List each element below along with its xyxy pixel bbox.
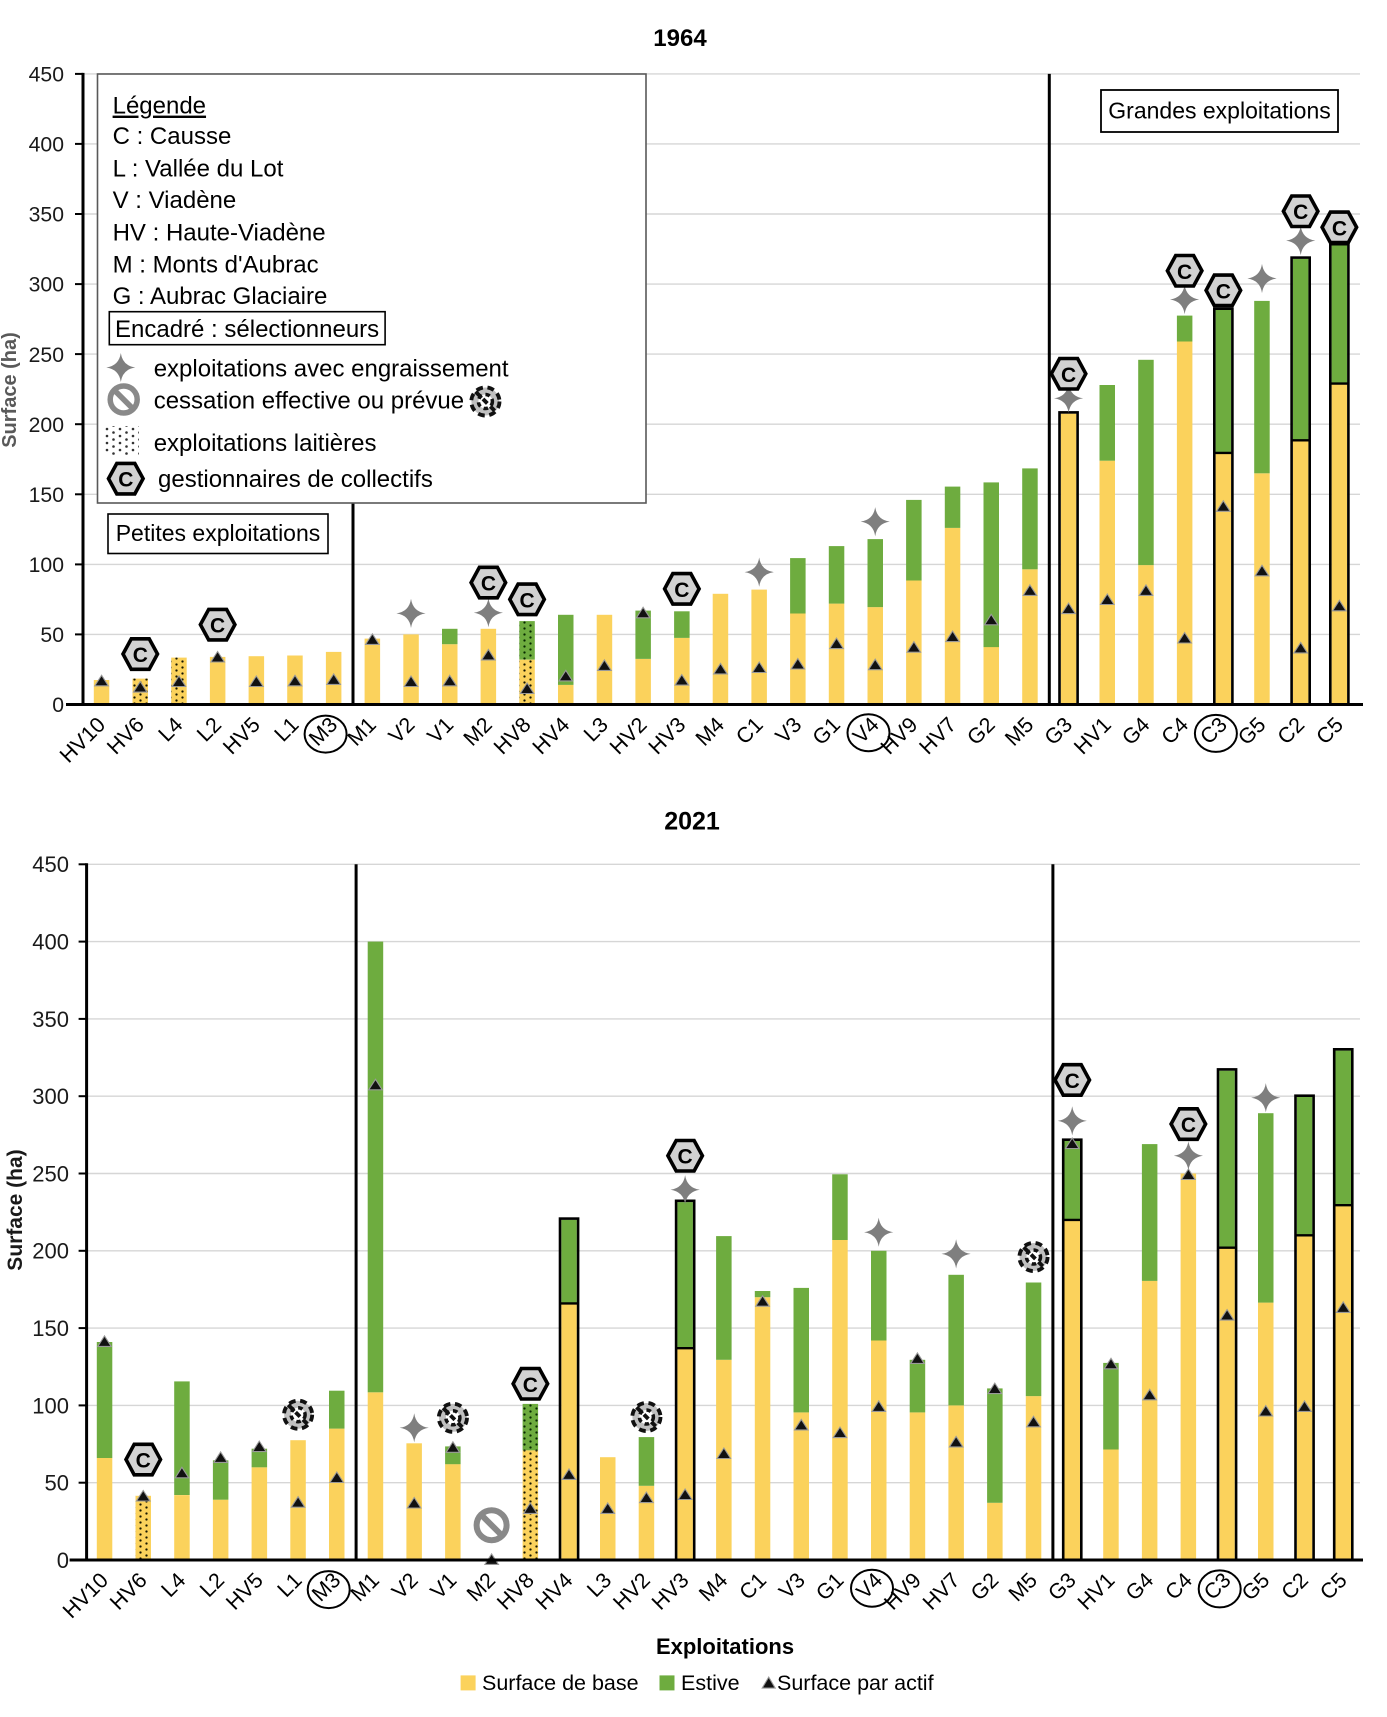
svg-text:C: C	[520, 589, 535, 612]
svg-text:350: 350	[29, 204, 64, 227]
svg-text:Surface (ha): Surface (ha)	[0, 332, 21, 448]
svg-text:Petites exploitations: Petites exploitations	[116, 520, 321, 546]
svg-text:C: C	[133, 644, 148, 667]
svg-text:M : Monts d'Aubrac: M : Monts d'Aubrac	[113, 252, 319, 279]
svg-text:C: C	[1181, 1114, 1196, 1137]
svg-text:Estive: Estive	[681, 1671, 740, 1695]
svg-text:C: C	[210, 615, 225, 638]
svg-text:0: 0	[57, 1548, 69, 1573]
svg-text:C: C	[481, 573, 496, 596]
svg-text:350: 350	[32, 1007, 69, 1032]
svg-text:exploitations avec engraisseme: exploitations avec engraissement	[154, 356, 509, 383]
svg-text:C: C	[1065, 1070, 1080, 1093]
svg-text:C: C	[1216, 280, 1231, 303]
svg-text:C: C	[1293, 201, 1308, 224]
svg-text:gestionnaires de collectifs: gestionnaires de collectifs	[158, 466, 433, 493]
svg-text:400: 400	[32, 930, 69, 955]
svg-text:150: 150	[32, 1316, 69, 1341]
svg-text:V : Viadène: V : Viadène	[113, 187, 237, 214]
svg-text:100: 100	[29, 554, 64, 577]
svg-text:L : Vallée du Lot: L : Vallée du Lot	[113, 156, 284, 183]
svg-text:Surface par actif: Surface par actif	[777, 1671, 934, 1695]
svg-text:150: 150	[29, 484, 64, 507]
svg-text:Surface de base: Surface de base	[482, 1671, 639, 1695]
svg-text:exploitations laitières: exploitations laitières	[154, 430, 377, 457]
svg-text:300: 300	[29, 274, 64, 297]
svg-text:400: 400	[29, 134, 64, 157]
svg-text:Encadré : sélectionneurs: Encadré : sélectionneurs	[115, 316, 379, 343]
svg-text:C: C	[1332, 217, 1347, 240]
svg-text:C: C	[678, 1146, 693, 1169]
svg-text:G : Aubrac Glaciaire: G : Aubrac Glaciaire	[113, 283, 328, 310]
svg-text:250: 250	[32, 1161, 69, 1186]
svg-text:250: 250	[29, 344, 64, 367]
svg-text:cessation effective ou prévue: cessation effective ou prévue	[154, 388, 464, 415]
svg-text:C: C	[523, 1374, 538, 1397]
svg-text:HV : Haute-Viadène: HV : Haute-Viadène	[113, 220, 326, 247]
svg-text:Exploitations: Exploitations	[656, 1634, 794, 1659]
svg-text:C: C	[136, 1450, 151, 1473]
svg-text:2021: 2021	[664, 808, 720, 836]
svg-text:50: 50	[45, 1471, 69, 1496]
svg-text:50: 50	[40, 624, 64, 647]
svg-text:450: 450	[32, 852, 69, 877]
svg-text:1964: 1964	[653, 25, 707, 52]
svg-text:C: C	[674, 579, 689, 602]
svg-text:C: C	[1177, 261, 1192, 284]
svg-text:200: 200	[32, 1239, 69, 1264]
svg-text:C : Causse: C : Causse	[113, 123, 232, 150]
svg-text:300: 300	[32, 1084, 69, 1109]
svg-text:Surface (ha): Surface (ha)	[4, 1149, 27, 1270]
svg-text:0: 0	[52, 694, 64, 717]
svg-text:100: 100	[32, 1393, 69, 1418]
svg-text:C: C	[118, 469, 133, 492]
svg-text:Légende: Légende	[113, 93, 206, 120]
svg-text:Grandes exploitations: Grandes exploitations	[1108, 98, 1330, 124]
svg-text:C: C	[1061, 364, 1076, 387]
svg-text:450: 450	[29, 64, 64, 87]
svg-text:200: 200	[29, 414, 64, 437]
